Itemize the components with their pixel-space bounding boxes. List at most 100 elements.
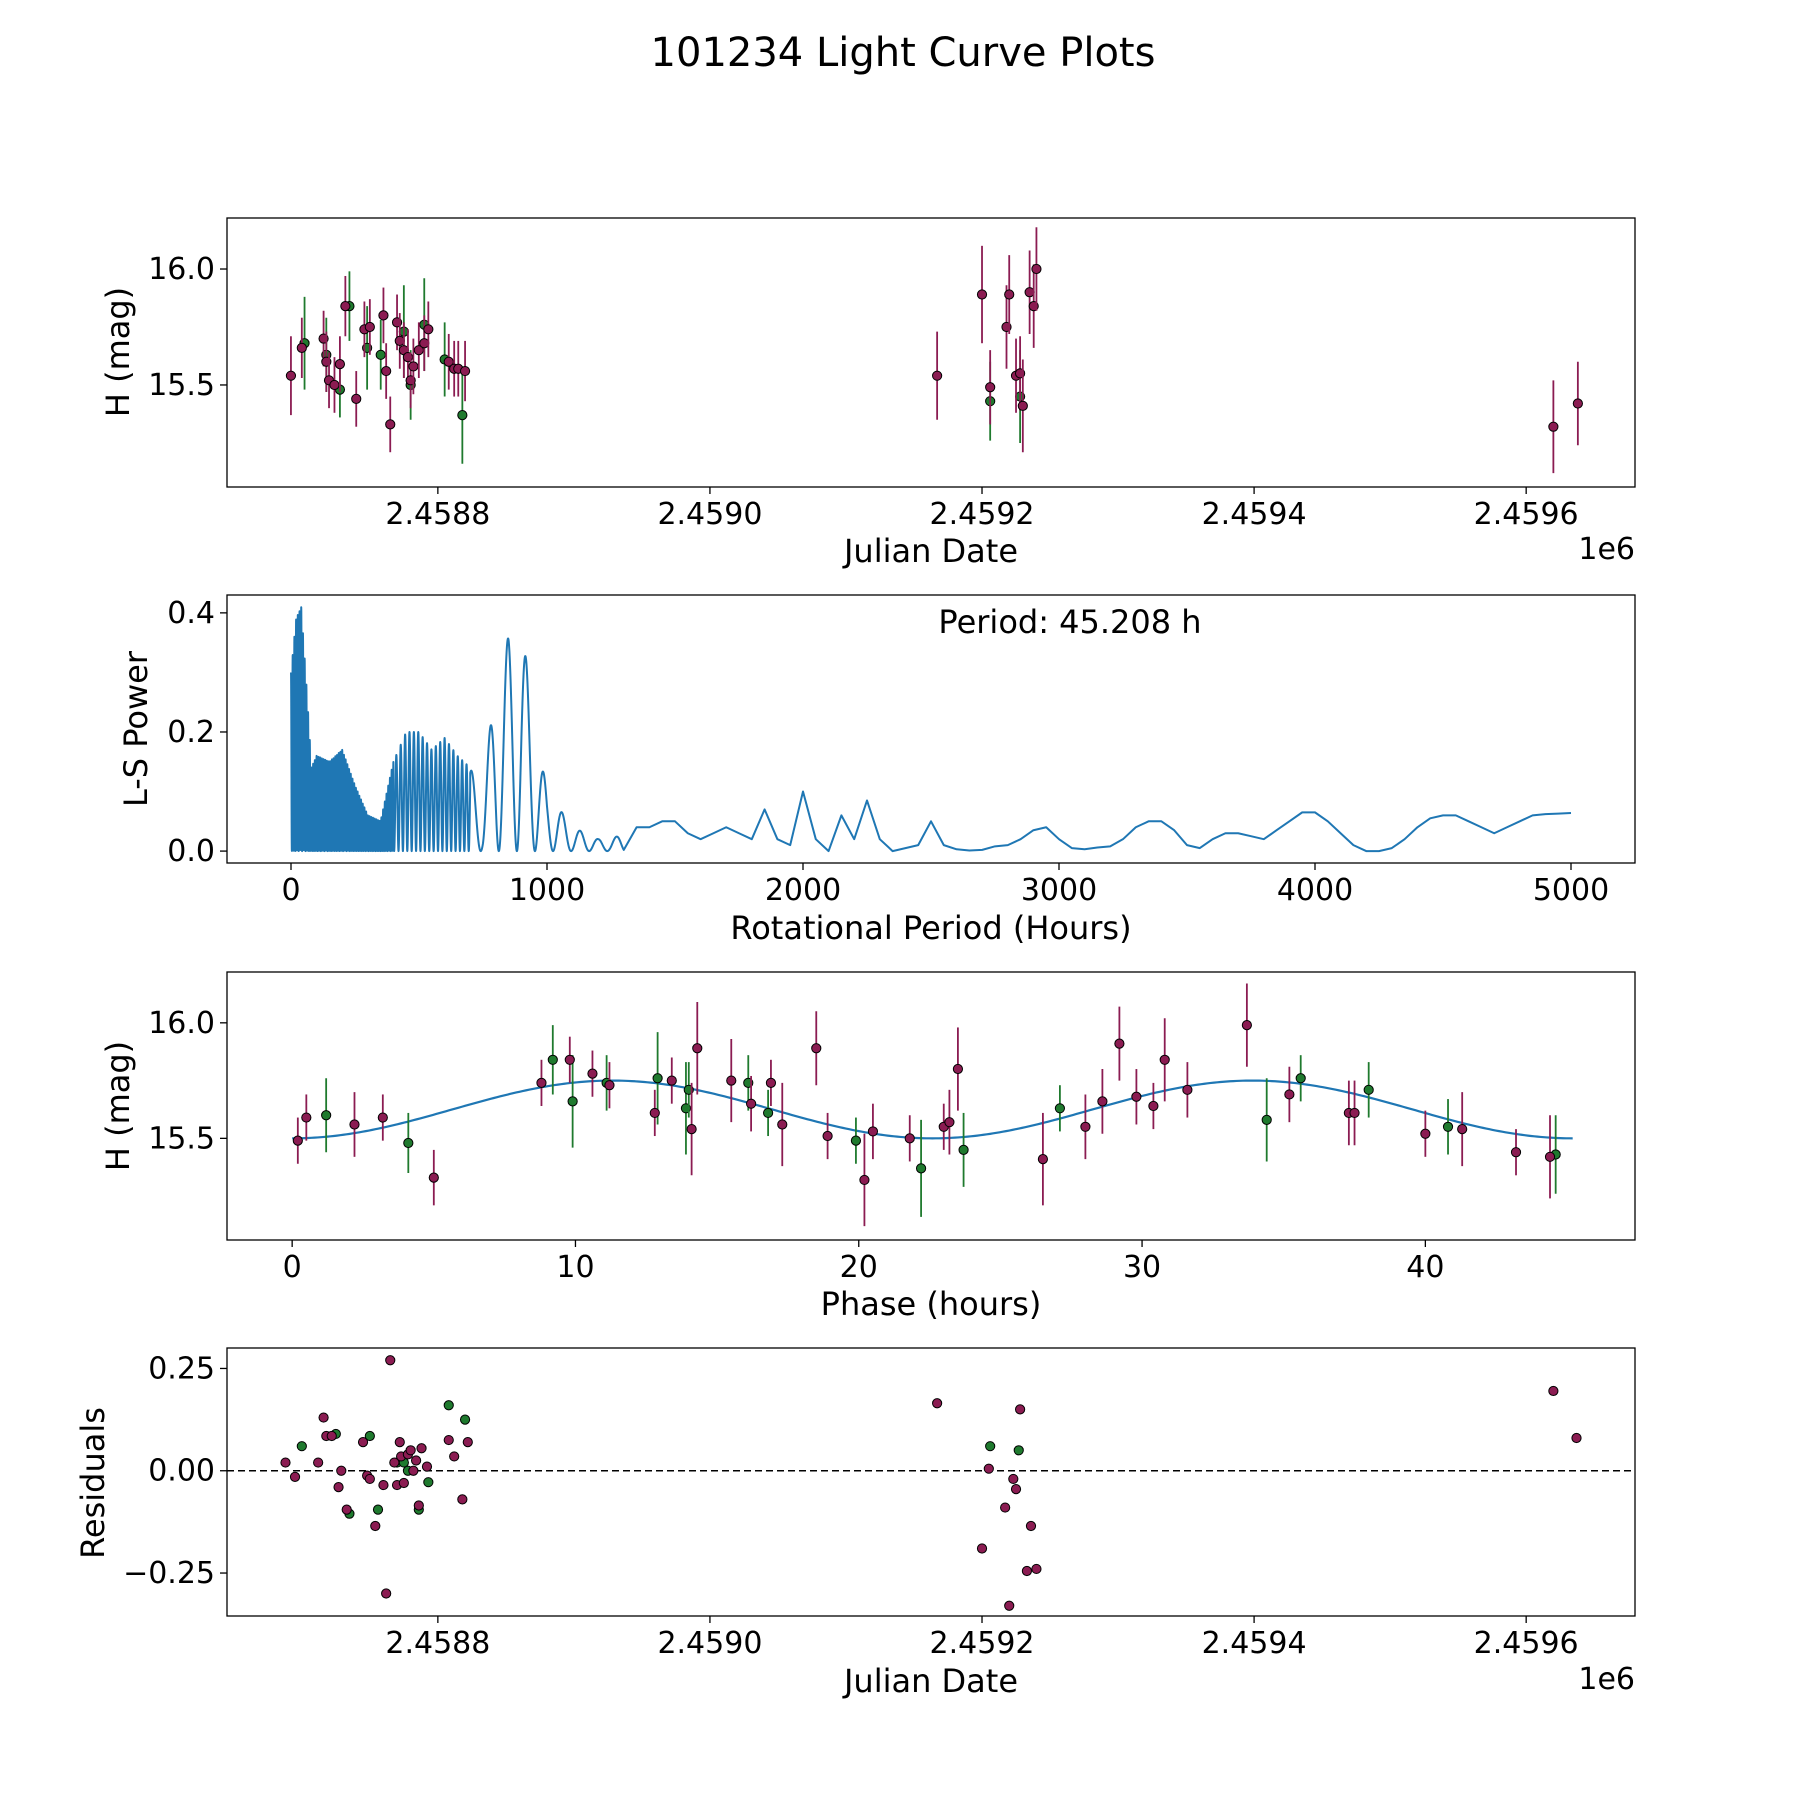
residuals-point-red: [280, 1457, 291, 1468]
phase-fold-point-red: [1349, 1107, 1360, 1119]
phase-fold-fit-line: [292, 1079, 1573, 1140]
periodogram-ytick-label: 0.0: [167, 834, 215, 869]
light-curve-point-red: [1572, 398, 1583, 409]
residuals-point-red: [983, 1463, 994, 1474]
residuals-point-red: [333, 1482, 344, 1493]
phase-fold-point-red: [564, 1054, 575, 1065]
phase-fold-point-red: [859, 1174, 870, 1186]
phase-fold-point-red: [587, 1068, 598, 1079]
light-curve-xtick-label: 2.4588: [385, 497, 490, 532]
light-curve-point-red: [1017, 400, 1028, 411]
residuals-point-red: [932, 1398, 943, 1409]
phase-fold-point-red: [867, 1126, 879, 1137]
residuals-ytick-label: 0.25: [148, 1351, 215, 1386]
light-curve-point-red: [423, 324, 434, 335]
residuals-point-red: [1010, 1484, 1022, 1495]
phase-fold-point-green: [763, 1107, 774, 1119]
phase-fold-point-green: [1363, 1084, 1374, 1095]
residuals-point-red: [1008, 1473, 1019, 1485]
light-curve-point-red: [976, 289, 988, 300]
phase-fold-point-red: [666, 1075, 677, 1086]
periodogram-xtick-label: 3000: [1021, 873, 1097, 908]
residuals-ytick-label: −0.25: [123, 1556, 215, 1591]
residuals-point-red: [364, 1473, 375, 1485]
residuals-point-green: [364, 1430, 375, 1442]
phase-fold-point-red: [777, 1119, 788, 1130]
residuals-point-red: [416, 1443, 427, 1454]
periodogram-xtick-label: 0: [281, 873, 300, 908]
phase-fold-point-red: [1284, 1089, 1295, 1100]
residuals-offset-label: 1e6: [1578, 1662, 1635, 1697]
residuals-point-red: [370, 1520, 381, 1532]
phase-fold-axes-frame: [226, 971, 1636, 1241]
light-curve-point-red: [340, 301, 351, 312]
periodogram-ylabel: L-S Power: [117, 650, 155, 807]
residuals-point-red: [341, 1504, 352, 1515]
phase-fold-point-green: [567, 1096, 578, 1107]
residuals-point-red: [449, 1451, 460, 1462]
residuals-xtick-label: 2.4590: [657, 1626, 762, 1661]
residuals-xtick-label: 2.4596: [1474, 1626, 1579, 1661]
light-curve-xtick-label: 2.4596: [1474, 497, 1579, 532]
residuals-xtick-label: 2.4592: [930, 1626, 1035, 1661]
residuals-point-green: [443, 1400, 454, 1411]
phase-fold-point-green: [652, 1073, 663, 1084]
light-curve-point-red: [408, 361, 419, 372]
phase-fold-point-red: [1080, 1121, 1091, 1132]
residuals-point-red: [313, 1457, 324, 1468]
light-curve-xtick-label: 2.4592: [930, 497, 1035, 532]
residuals-point-red: [405, 1445, 416, 1456]
light-curve-ytick-label: 15.5: [148, 368, 215, 403]
residuals-point-green: [985, 1441, 996, 1452]
residuals-xlabel: Julian Date: [842, 1662, 1018, 1700]
periodogram-xtick-label: 5000: [1533, 873, 1609, 908]
light-curve-point-red: [1548, 421, 1559, 432]
light-curve-point-red: [351, 393, 362, 404]
phase-fold-point-red: [1420, 1128, 1431, 1139]
phase-fold-ticks: 0 10 20 30 40 15.5 16.0: [148, 1006, 1444, 1285]
light-curve-ticks: 2.4588 2.4590 2.4592 2.4594 2.4596 15.5 16.0: [148, 252, 1578, 532]
periodogram-ytick-label: 0.2: [167, 715, 215, 750]
residuals-point-red: [394, 1437, 405, 1448]
residuals-point-red: [1571, 1432, 1582, 1444]
phase-fold-point-red: [1114, 1038, 1125, 1049]
figure-title: 101234 Light Curve Plots: [651, 30, 1156, 76]
light-curve-point-red: [381, 365, 392, 377]
phase-fold-point-green: [1054, 1103, 1066, 1114]
phase-fold-point-red: [1182, 1084, 1193, 1095]
residuals-point-red: [457, 1494, 468, 1505]
phase-fold-point-red: [536, 1077, 547, 1088]
residuals-point-red: [389, 1457, 400, 1468]
phase-fold-point-red: [1148, 1100, 1159, 1112]
phase-fold-point-red: [811, 1043, 822, 1054]
residuals-xtick-label: 2.4588: [385, 1626, 490, 1661]
residuals-point-red: [1548, 1385, 1559, 1397]
phase-fold-point-red: [746, 1098, 757, 1109]
residuals-point-red: [378, 1479, 389, 1491]
light-curve-point-green: [457, 410, 468, 421]
light-curve-point-green: [375, 349, 386, 360]
phase-fold-point-green: [547, 1054, 558, 1065]
residuals-ylabel: Residuals: [74, 1407, 112, 1559]
periodogram-xtick-label: 2000: [765, 873, 841, 908]
phase-fold-xtick-label: 10: [556, 1250, 594, 1285]
light-curve-point-red: [378, 310, 389, 321]
residuals-point-red: [1015, 1404, 1026, 1415]
phase-fold-point-red: [301, 1112, 312, 1123]
phase-fold-point-red: [952, 1063, 964, 1075]
light-curve-point-red: [329, 379, 340, 391]
residuals-point-red: [385, 1355, 396, 1366]
phase-fold-point-red: [822, 1130, 833, 1142]
phase-fold-point-red: [686, 1124, 697, 1135]
periodogram-ytick-label: 0.4: [167, 596, 215, 631]
phase-fold-point-red: [349, 1119, 360, 1130]
residuals-point-red: [408, 1465, 419, 1476]
light-curve-xtick-label: 2.4594: [1202, 497, 1307, 532]
residuals-point-green: [423, 1477, 434, 1488]
phase-fold-point-green: [321, 1110, 332, 1121]
phase-fold-point-green: [1261, 1114, 1272, 1125]
phase-fold-point-green: [915, 1163, 927, 1174]
residuals-point-red: [357, 1437, 369, 1448]
period-annotation: Period: 45.208 h: [938, 603, 1201, 641]
